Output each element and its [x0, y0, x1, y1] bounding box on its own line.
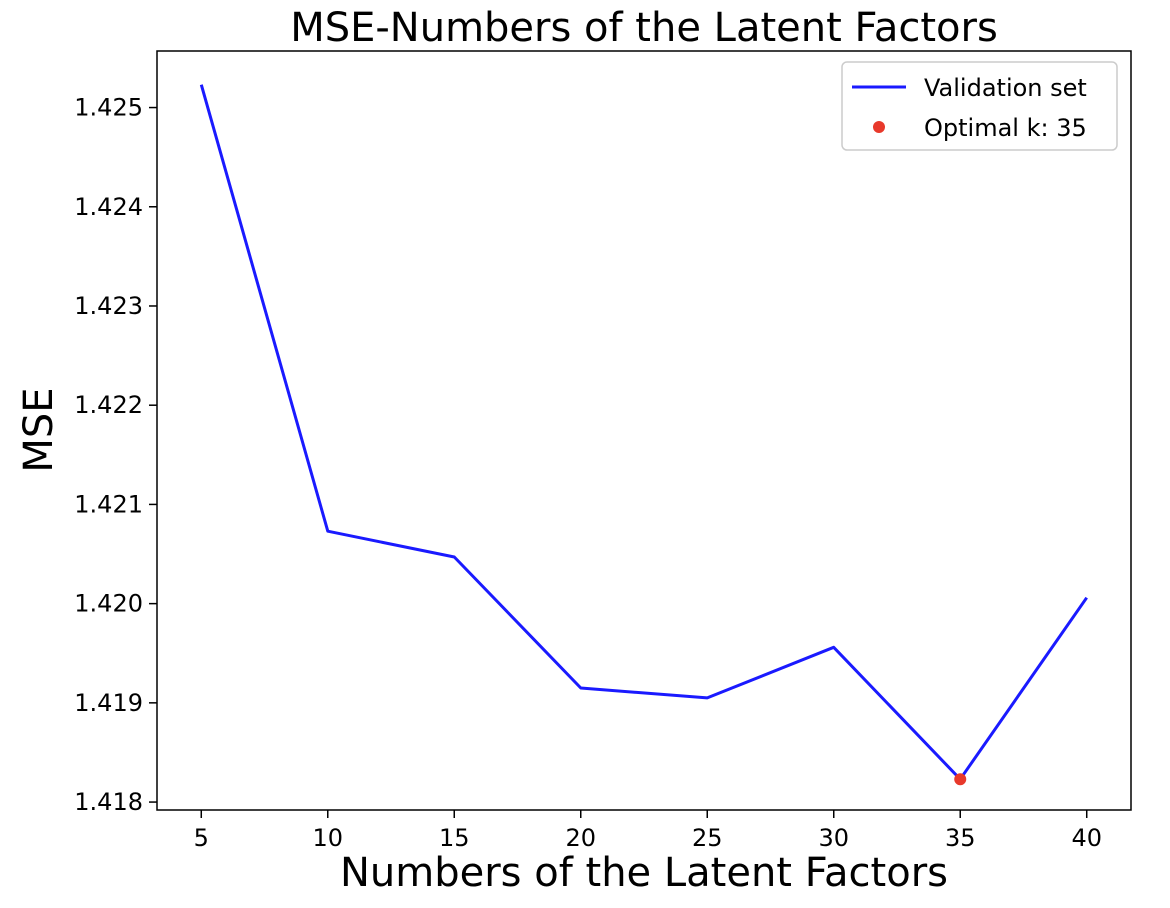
y-axis-ticks: 1.418 1.419 1.420 1.421 1.422 1.423 1.424 1.425	[74, 94, 157, 816]
legend-label-validation-set: Validation set	[924, 74, 1087, 102]
x-tick-label: 25	[692, 824, 723, 852]
x-tick-label: 20	[565, 824, 596, 852]
x-tick-label: 15	[439, 824, 470, 852]
legend-box	[841, 61, 1118, 151]
y-axis-label: MSE	[16, 387, 62, 472]
y-tick-label: 1.418	[74, 788, 143, 816]
y-tick-label: 1.423	[74, 292, 143, 320]
x-axis-ticks: 5 10 15 20 25 30 35 40	[194, 810, 1102, 852]
y-tick-label: 1.419	[74, 689, 143, 717]
x-axis-label: Numbers of the Latent Factors	[340, 850, 948, 896]
y-tick-label: 1.422	[74, 391, 143, 419]
plot-area-frame	[156, 50, 1132, 811]
optimal-k-point	[954, 773, 967, 786]
x-tick-label: 35	[945, 824, 976, 852]
validation-set-line	[199, 84, 1088, 781]
chart-title: MSE-Numbers of the Latent Factors	[290, 5, 998, 51]
legend-label-optimal-k: Optimal k: 35	[924, 114, 1087, 142]
x-tick-label: 40	[1071, 824, 1102, 852]
y-tick-label: 1.420	[74, 590, 143, 618]
x-tick-label: 30	[818, 824, 849, 852]
y-tick-label: 1.425	[74, 94, 143, 122]
legend: Validation set Optimal k: 35	[841, 61, 1118, 151]
legend-dot-swatch	[873, 121, 885, 133]
x-tick-label: 10	[312, 824, 343, 852]
y-tick-label: 1.421	[74, 490, 143, 518]
x-tick-label: 5	[194, 824, 209, 852]
y-tick-label: 1.424	[74, 193, 143, 221]
